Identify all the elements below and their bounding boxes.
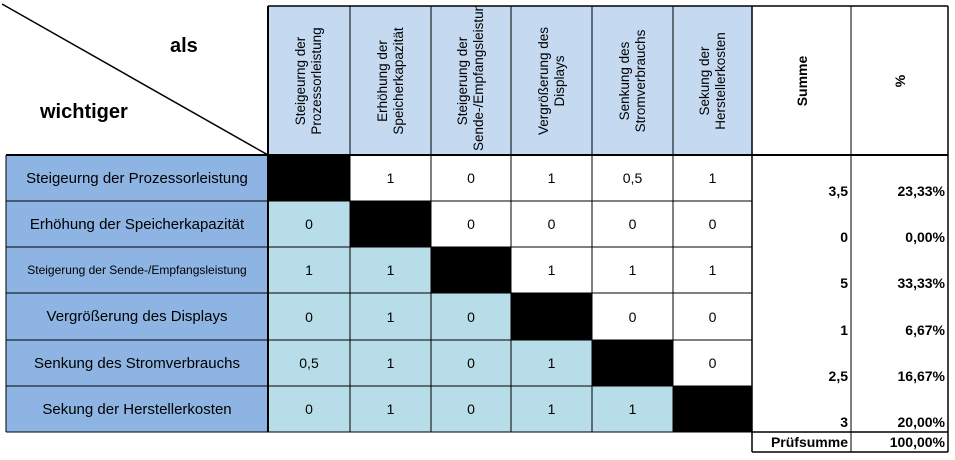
row-sum: 3	[840, 414, 848, 430]
corner-bottom-label: wichtiger	[40, 101, 128, 123]
column-header-5: Senkung des Stromverbrauchs	[592, 6, 673, 155]
matrix-cell: 0	[268, 201, 350, 247]
matrix-cell: 0,5	[268, 340, 350, 386]
row-sum: 0	[840, 229, 848, 245]
column-header-1: Steigeurng der Prozessorleistung	[268, 6, 350, 155]
diagonal-cell	[511, 293, 592, 340]
matrix-cell: 0	[431, 293, 511, 340]
matrix-cell: 1	[350, 247, 431, 293]
column-header-4: Vergrößerung des Displays	[511, 6, 592, 155]
column-header-label: Sekung der Herstellerkosten	[696, 31, 728, 130]
corner-cell: als wichtiger	[0, 0, 268, 155]
row-percent: 23,33%	[897, 183, 945, 199]
matrix-cell: 0	[431, 340, 511, 386]
sum-header: Summe	[752, 6, 851, 155]
row-header-4: Vergrößerung des Displays	[6, 293, 268, 340]
column-header-3: Steigerung der Sende-/Empfangsleistung	[431, 6, 511, 155]
matrix-cell: 0	[592, 293, 673, 340]
matrix-cell: 1	[673, 247, 752, 293]
row-header-2: Erhöhung der Speicherkapazität	[6, 201, 268, 247]
diagonal-cell	[592, 340, 673, 386]
matrix-cell: 0	[673, 293, 752, 340]
row-percent: 6,67%	[905, 322, 945, 338]
matrix-cell: 1	[511, 247, 592, 293]
matrix-cell: 1	[592, 386, 673, 432]
matrix-cell: 1	[268, 247, 350, 293]
diagonal-cell	[673, 386, 752, 432]
matrix-cell: 1	[511, 386, 592, 432]
sum-header-label: Summe	[793, 55, 810, 106]
row-header-1: Steigeurng der Prozessorleistung	[6, 155, 268, 201]
column-header-label: Senkung des Stromverbrauchs	[616, 29, 648, 132]
matrix-cell: 1	[350, 155, 431, 201]
matrix-cell: 0	[431, 386, 511, 432]
row-percent: 20,00%	[897, 414, 945, 430]
column-header-label: Vergrößerung des Displays	[535, 26, 567, 135]
matrix-cell: 1	[350, 386, 431, 432]
row-sum: 3,5	[828, 183, 848, 199]
matrix-cell: 0	[268, 386, 350, 432]
diagonal-cell	[350, 201, 431, 247]
row-sum: 1	[840, 322, 848, 338]
checksum-label: Prüfsumme	[770, 434, 848, 450]
row-header-5: Senkung des Stromverbrauchs	[6, 340, 268, 386]
row-sum: 2,5	[828, 368, 848, 384]
row-percent: 0,00%	[905, 229, 945, 245]
column-header-label: Steigerung der Sende-/Empfangsleistung	[455, 6, 486, 151]
corner-top-label: als	[170, 35, 198, 57]
checksum-value: 100,00%	[889, 434, 945, 450]
matrix-cell: 1	[592, 247, 673, 293]
matrix-cell: 0	[673, 340, 752, 386]
percent-header-label: %	[891, 74, 908, 87]
column-header-2: Erhöhung der Speicherkapazität	[350, 6, 431, 155]
matrix-cell: 0	[431, 155, 511, 201]
column-header-label: Steigeurng der Prozessorleistung	[293, 26, 324, 135]
row-header-3: Steigerung der Sende-/Empfangsleistung	[6, 247, 268, 293]
row-sum: 5	[840, 275, 848, 291]
matrix-cell: 0	[673, 201, 752, 247]
column-header-6: Sekung der Herstellerkosten	[673, 6, 752, 155]
matrix-cell: 0	[431, 201, 511, 247]
matrix-cell: 1	[511, 155, 592, 201]
diagonal-cell	[431, 247, 511, 293]
diagonal-cell	[268, 155, 350, 201]
column-header-label: Erhöhung der Speicherkapazität	[374, 26, 406, 135]
matrix-cell: 0	[592, 201, 673, 247]
corner-diagonal	[1, 3, 268, 155]
percent-header: %	[851, 6, 948, 155]
matrix-cell: 1	[673, 155, 752, 201]
row-header-6: Sekung der Herstellerkosten	[6, 386, 268, 432]
matrix-cell: 0,5	[592, 155, 673, 201]
matrix-cell: 1	[350, 293, 431, 340]
row-percent: 16,67%	[897, 368, 945, 384]
matrix-cell: 0	[268, 293, 350, 340]
matrix-cell: 0	[511, 201, 592, 247]
matrix-cell: 1	[511, 340, 592, 386]
matrix-cell: 1	[350, 340, 431, 386]
row-percent: 33,33%	[897, 275, 945, 291]
